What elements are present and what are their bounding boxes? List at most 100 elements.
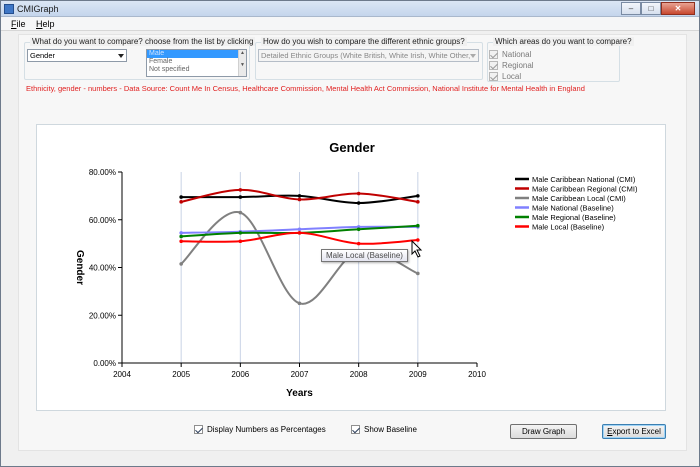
line-chart: Gender 0.00% 20.00% 40.00% 60.00% 80.00% 2004 2… (74, 140, 638, 399)
menu-help[interactable]: Help (36, 19, 55, 29)
export-to-excel-button[interactable]: Export to Excel (602, 424, 666, 439)
list-item[interactable]: Male (147, 50, 246, 58)
data-point (356, 201, 361, 205)
legend-entry: Male Caribbean Regional (CMI) (532, 185, 638, 194)
y-tick-label: 80.00% (89, 168, 116, 177)
menu-help-rest: elp (42, 19, 55, 29)
data-point (416, 238, 420, 242)
legend-entry: Male Regional (Baseline) (532, 213, 616, 222)
list-item[interactable]: Female (149, 58, 173, 65)
compare-combo-value: Gender (30, 51, 56, 60)
checkbox-box (489, 72, 498, 81)
x-tick-label: 2008 (350, 370, 368, 379)
checkbox-box (351, 425, 360, 434)
show-baseline-label: Show Baseline (364, 425, 417, 434)
national-checkbox[interactable]: National (489, 49, 531, 60)
list-item[interactable]: Not specified (149, 66, 190, 73)
mouse-pointer-icon (411, 240, 423, 258)
menu-file-key: F (11, 19, 17, 29)
menu-file-rest: ile (16, 19, 26, 29)
menu-file[interactable]: File (11, 19, 26, 29)
window-controls: – □ ✕ (621, 2, 695, 15)
listbox-scrollbar[interactable]: ▲ ▼ (238, 50, 246, 76)
y-tick-label: 20.00% (89, 311, 116, 320)
data-point (179, 195, 183, 199)
data-point (179, 234, 183, 239)
x-tick-label: 2006 (231, 370, 249, 379)
data-point (297, 194, 302, 198)
data-point (416, 271, 420, 276)
legend-entry: Male Caribbean Local (CMI) (532, 194, 626, 203)
checkbox-box (194, 425, 203, 434)
legend-entry: Male National (Baseline) (532, 204, 614, 213)
data-point (179, 200, 183, 204)
legend-entry: Male Local (Baseline) (532, 223, 605, 232)
checkbox-box (489, 61, 498, 70)
data-point (238, 231, 243, 235)
data-source-text: Ethnicity, gender - numbers - Data Sourc… (26, 84, 585, 93)
data-point (238, 239, 243, 244)
data-point (297, 301, 302, 306)
chart-app-icon (4, 4, 14, 14)
data-point (297, 231, 302, 235)
ethnic-group-label: How do you wish to compare the different… (261, 37, 467, 46)
national-label: National (502, 50, 532, 59)
chart-title: Gender (329, 140, 375, 155)
menu-bar: File Help (1, 17, 699, 31)
window-title: CMIGraph (17, 4, 59, 14)
checkbox-box (489, 50, 498, 59)
x-tick-label: 2009 (409, 370, 427, 379)
minimize-button[interactable]: – (621, 2, 641, 15)
regional-checkbox[interactable]: Regional (489, 60, 534, 71)
show-baseline-checkbox[interactable]: Show Baseline (351, 424, 417, 435)
y-tick-label: 0.00% (93, 359, 116, 368)
chevron-down-icon (118, 54, 124, 58)
x-tick-label: 2010 (468, 370, 486, 379)
ethnic-combo[interactable]: Detailed Ethnic Groups (White British, W… (258, 49, 479, 62)
close-button[interactable]: ✕ (661, 2, 695, 15)
regional-label: Regional (502, 61, 534, 70)
ethnic-group: How do you wish to compare the different… (255, 37, 483, 80)
local-label: Local (502, 72, 522, 81)
compare-group: What do you want to compare? choose from… (24, 37, 256, 80)
areas-group-label: Which areas do you want to compare? (493, 37, 634, 46)
local-checkbox[interactable]: Local (489, 71, 521, 82)
ethnic-combo-value: Detailed Ethnic Groups (White British, W… (261, 51, 471, 60)
x-tick-label: 2005 (172, 370, 190, 379)
data-point (416, 200, 420, 204)
y-axis-label: Gender (74, 250, 85, 285)
data-point (297, 227, 302, 232)
percentages-label: Display Numbers as Percentages (207, 425, 326, 434)
export-key: E (607, 427, 613, 436)
data-point (179, 239, 183, 244)
areas-group: Which areas do you want to compare? (487, 37, 634, 82)
percentages-checkbox[interactable]: Display Numbers as Percentages (194, 424, 326, 435)
y-tick-label: 60.00% (89, 216, 116, 225)
compare-combo[interactable]: Gender (27, 49, 127, 62)
data-point (238, 188, 243, 192)
title-bar: CMIGraph – □ ✕ (1, 1, 699, 17)
data-point (297, 197, 302, 202)
export-rest: xport to Excel (612, 427, 661, 436)
compare-group-label: What do you want to compare? choose from… (30, 37, 256, 46)
data-point (356, 191, 361, 196)
maximize-button[interactable]: □ (641, 2, 661, 15)
data-point (238, 195, 243, 199)
x-tick-label: 2007 (291, 370, 309, 379)
chevron-down-icon (470, 54, 476, 58)
data-point (179, 262, 183, 266)
x-tick-label: 2004 (113, 370, 131, 379)
data-point (356, 241, 361, 246)
data-point (238, 210, 243, 215)
gender-listbox[interactable]: Male Female Not specified ▲ ▼ (146, 49, 247, 77)
data-point (179, 231, 183, 235)
draw-graph-button[interactable]: Draw Graph (510, 424, 577, 439)
x-axis-label: Years (286, 388, 313, 399)
data-point (416, 194, 420, 198)
y-tick-label: 40.00% (89, 264, 116, 273)
chart-area: Gender 0.00% 20.00% 40.00% 60.00% 80.00% 2004 2… (36, 124, 666, 411)
data-point (356, 227, 361, 232)
data-point (416, 223, 420, 228)
legend-entry: Male Caribbean National (CMI) (532, 175, 636, 184)
